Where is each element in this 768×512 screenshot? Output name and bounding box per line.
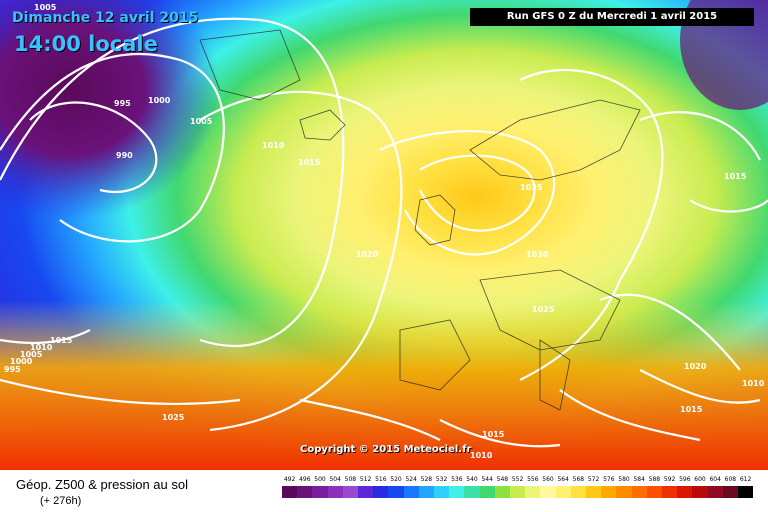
scale-swatch xyxy=(631,486,647,498)
scale-label: 568 xyxy=(572,476,585,483)
scale-label: 536 xyxy=(451,476,463,483)
scale-label: 504 xyxy=(329,476,341,483)
forecast-time: 14:00 locale xyxy=(14,32,158,56)
scale-label: 508 xyxy=(344,476,357,483)
isobar-label: 1015 xyxy=(50,336,73,345)
isobar-label: 1010 xyxy=(470,451,493,460)
scale-swatch xyxy=(418,486,434,498)
forecast-date: Dimanche 12 avril 2015 xyxy=(12,10,199,26)
isobar-label: 995 xyxy=(114,99,131,108)
scale-label: 596 xyxy=(679,476,691,483)
scale-swatch xyxy=(616,486,632,498)
scale-swatch xyxy=(434,486,450,498)
scale-label: 532 xyxy=(435,476,448,483)
scale-label: 528 xyxy=(420,476,433,483)
isobar-label: 1005 xyxy=(34,3,57,12)
scale-label: 496 xyxy=(299,476,311,483)
scale-swatch xyxy=(601,486,617,498)
isobar-label: 1020 xyxy=(356,250,379,259)
isobar-label: 995 xyxy=(4,365,21,374)
coastlines xyxy=(199,29,641,411)
weather-map: 1005 995 1000 1005 990 1010 1015 1035 10… xyxy=(0,0,768,470)
scale-swatch xyxy=(540,486,556,498)
scale-label: 540 xyxy=(466,476,478,483)
scale-label: 592 xyxy=(663,476,676,483)
isobar-label: 1025 xyxy=(162,413,185,422)
scale-swatch xyxy=(464,486,480,498)
scale-swatch xyxy=(707,486,723,498)
scale-label: 608 xyxy=(724,476,737,483)
isobar-labels: 1005 995 1000 1005 990 1010 1015 1035 10… xyxy=(4,3,765,460)
isobar-label: 1015 xyxy=(298,158,321,167)
scale-label: 500 xyxy=(314,476,326,483)
scale-swatch xyxy=(722,486,738,498)
scale-label: 572 xyxy=(587,476,600,483)
copyright-text: Copyright © 2015 Meteociel.fr xyxy=(300,444,472,455)
scale-swatch xyxy=(373,486,389,498)
isobar-label: 1020 xyxy=(684,362,707,371)
scale-swatch xyxy=(662,486,678,498)
scale-swatch xyxy=(555,486,571,498)
scale-label: 612 xyxy=(739,476,752,483)
scale-swatch xyxy=(570,486,586,498)
scale-label: 556 xyxy=(527,476,539,483)
map-canvas: 1005 995 1000 1005 990 1010 1015 1035 10… xyxy=(0,0,768,470)
scale-swatch xyxy=(388,486,404,498)
scale-label: 600 xyxy=(694,476,706,483)
scale-swatch xyxy=(525,486,541,498)
isobar-label: 1035 xyxy=(520,183,543,192)
isobar-label: 1000 xyxy=(10,357,33,366)
scale-swatch xyxy=(646,486,662,498)
isobar-label: 1010 xyxy=(30,343,53,352)
isobar-label: 1010 xyxy=(742,379,765,388)
scale-label: 520 xyxy=(390,476,402,483)
scale-label: 548 xyxy=(496,476,509,483)
scale-label: 588 xyxy=(648,476,661,483)
color-scale: 492 496 500 504 508 512 516 520 524 528 532 536 540 5… xyxy=(282,476,754,506)
isobar-label: 1015 xyxy=(680,405,703,414)
isobar-label: 1005 xyxy=(20,350,43,359)
scale-label: 576 xyxy=(603,476,615,483)
scale-label: 604 xyxy=(709,476,721,483)
isobar-lines xyxy=(0,17,768,448)
scale-swatch xyxy=(312,486,328,498)
isobar-label: 990 xyxy=(116,151,133,160)
scale-swatch xyxy=(738,486,754,498)
scale-label: 584 xyxy=(633,476,645,483)
legend-subtitle: (+ 276h) xyxy=(40,495,82,507)
scale-swatch xyxy=(494,486,510,498)
scale-label: 524 xyxy=(405,476,417,483)
scale-swatch xyxy=(677,486,693,498)
scale-swatch xyxy=(403,486,419,498)
scale-label: 580 xyxy=(618,476,630,483)
scale-swatch xyxy=(449,486,465,498)
legend-title: Géop. Z500 & pression au sol xyxy=(16,477,188,492)
scale-label: 564 xyxy=(557,476,569,483)
isobar-label: 1030 xyxy=(526,250,549,259)
scale-label: 544 xyxy=(481,476,493,483)
isobar-label: 1025 xyxy=(532,305,555,314)
scale-swatch xyxy=(327,486,343,498)
isobar-label: 1000 xyxy=(148,96,171,105)
isobar-label: 1015 xyxy=(482,430,505,439)
scale-swatch xyxy=(282,486,298,498)
isobar-label: 1015 xyxy=(724,172,747,181)
scale-swatch xyxy=(358,486,374,498)
scale-swatch xyxy=(510,486,526,498)
scale-label: 512 xyxy=(359,476,372,483)
scale-label: 552 xyxy=(511,476,524,483)
scale-swatch xyxy=(479,486,495,498)
scale-label: 516 xyxy=(375,476,387,483)
scale-swatch xyxy=(297,486,313,498)
scale-swatch xyxy=(586,486,602,498)
isobar-label: 1005 xyxy=(190,117,213,126)
scale-label: 492 xyxy=(283,476,296,483)
scale-swatch xyxy=(342,486,358,498)
run-info: Run GFS 0 Z du Mercredi 1 avril 2015 xyxy=(470,8,754,26)
scale-swatch xyxy=(692,486,708,498)
isobar-label: 1010 xyxy=(262,141,285,150)
scale-label: 560 xyxy=(542,476,554,483)
